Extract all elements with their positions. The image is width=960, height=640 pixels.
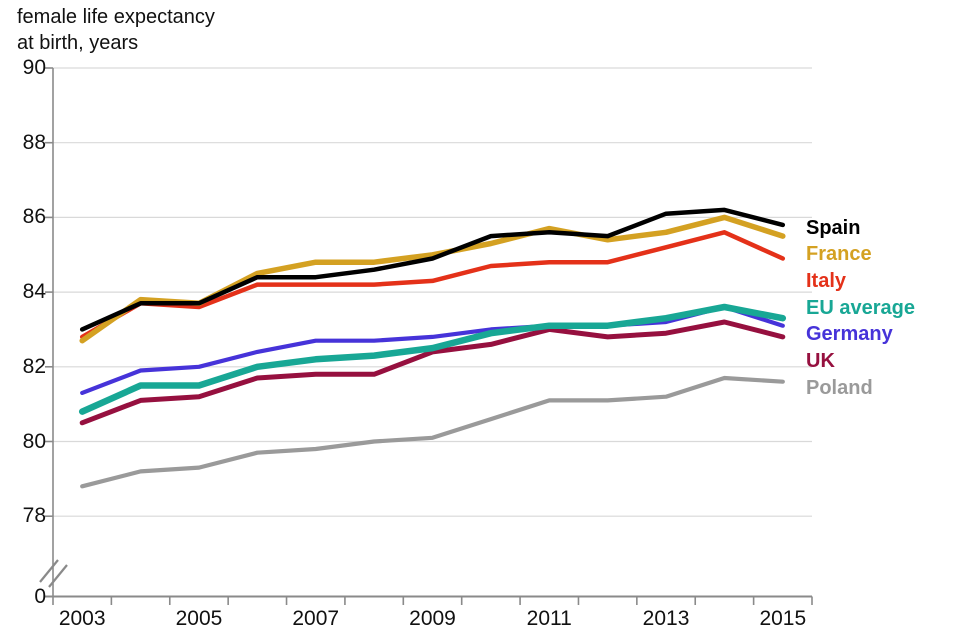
series-line-poland	[80, 375, 785, 489]
y-axis-label: 82	[22, 354, 46, 378]
y-axis-label: 84	[22, 280, 46, 304]
x-axis-label: 2003	[58, 607, 106, 630]
x-axis-label: 2015	[759, 607, 807, 630]
series-line-eu-average	[78, 303, 787, 415]
legend-item-poland: Poland	[806, 376, 873, 399]
x-axis-label: 2009	[409, 607, 456, 630]
y-axis-label: 78	[22, 504, 46, 528]
x-axis-label: 2005	[175, 607, 223, 630]
series-line-spain	[79, 207, 786, 332]
series-line-italy	[79, 230, 786, 340]
y-axis-label: 86	[22, 205, 46, 229]
legend-item-france: France	[806, 243, 872, 266]
y-axis-break-icon	[48, 564, 68, 588]
legend-item-eu-average: EU average	[806, 296, 915, 319]
chart-title-line2: at birth, years	[17, 32, 139, 54]
series-line-uk	[79, 319, 786, 426]
legend-item-spain: Spain	[806, 216, 861, 239]
y-axis-break-icon	[39, 559, 59, 583]
series-line-germany	[80, 304, 785, 395]
y-axis-label: 90	[22, 56, 46, 79]
legend-item-germany: Germany	[806, 323, 893, 346]
legend-item-uk: UK	[806, 350, 835, 372]
chart-title-line1: female life expectancy	[17, 6, 215, 28]
y-axis-zero-label: 0	[34, 584, 46, 608]
y-axis-label: 80	[22, 429, 46, 453]
x-axis-label: 2013	[642, 607, 690, 630]
y-axis-label: 88	[22, 130, 46, 154]
x-axis-label: 2007	[292, 607, 340, 630]
legend-item-italy: Italy	[806, 269, 847, 292]
x-axis-label: 2011	[526, 607, 572, 630]
